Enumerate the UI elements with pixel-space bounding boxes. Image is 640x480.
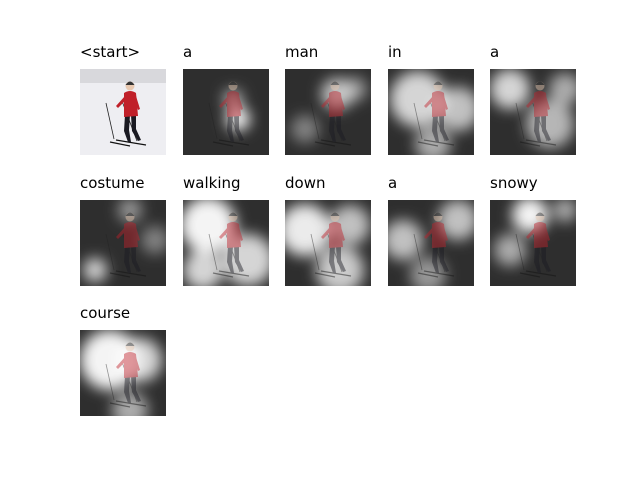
panel-grid: <start> a man in a costume walking down a snowy co…: [80, 43, 576, 416]
panel: course: [80, 304, 166, 416]
caption-word: down: [285, 174, 325, 192]
panel: in: [388, 43, 474, 155]
panel: a: [183, 43, 269, 155]
attention-image: [490, 69, 576, 155]
attention-image: [388, 69, 474, 155]
panel: snowy: [490, 174, 576, 286]
attention-image: [490, 200, 576, 286]
attention-image: [80, 330, 166, 416]
caption-word: costume: [80, 174, 144, 192]
caption-word: course: [80, 304, 130, 322]
attention-image: [183, 200, 269, 286]
caption-word: walking: [183, 174, 241, 192]
caption-word: snowy: [490, 174, 538, 192]
attention-image: [183, 69, 269, 155]
panel: a: [388, 174, 474, 286]
caption-word: in: [388, 43, 402, 61]
attention-image: [80, 69, 166, 155]
panel: walking: [183, 174, 269, 286]
attention-image: [388, 200, 474, 286]
caption-word: man: [285, 43, 318, 61]
panel: man: [285, 43, 371, 155]
caption-word: a: [490, 43, 499, 61]
attention-image: [80, 200, 166, 286]
caption-word: <start>: [80, 43, 140, 61]
panel: costume: [80, 174, 166, 286]
attention-image: [285, 200, 371, 286]
caption-word: a: [388, 174, 397, 192]
panel: down: [285, 174, 371, 286]
panel: <start>: [80, 43, 166, 155]
panel: a: [490, 43, 576, 155]
attention-image: [285, 69, 371, 155]
caption-word: a: [183, 43, 192, 61]
